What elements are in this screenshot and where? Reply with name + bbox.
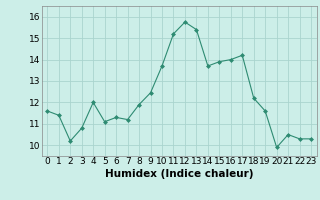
X-axis label: Humidex (Indice chaleur): Humidex (Indice chaleur): [105, 169, 253, 179]
